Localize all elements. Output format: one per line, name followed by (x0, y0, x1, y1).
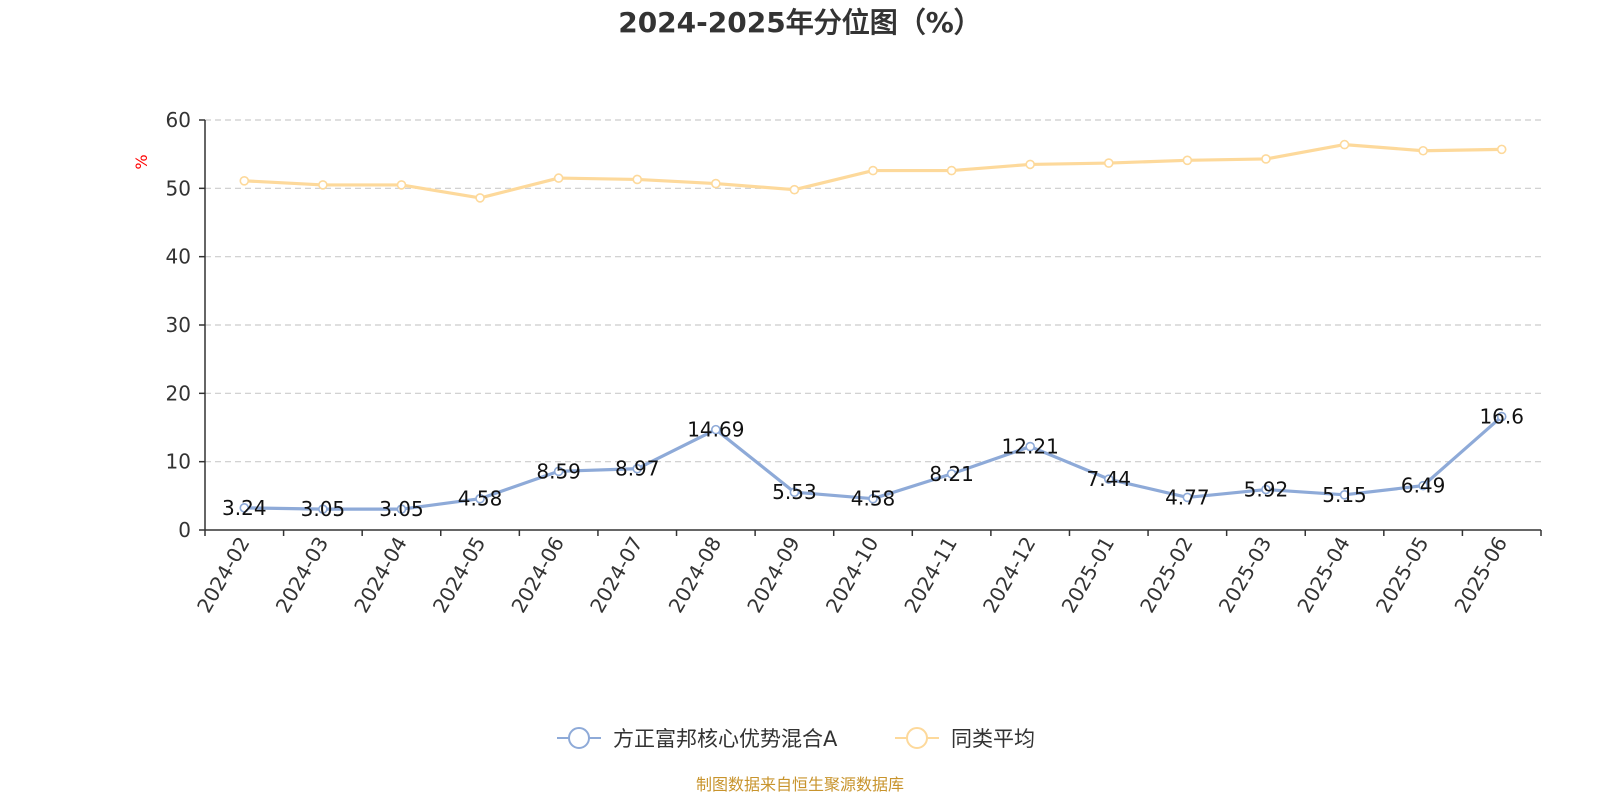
y-tick-label: 40 (166, 245, 191, 269)
legend-item-series-2[interactable]: 同类平均 (895, 727, 1035, 751)
data-label: 16.6 (1479, 405, 1524, 429)
data-label: 8.97 (615, 457, 660, 481)
x-tick-label: 2025-05 (1371, 533, 1434, 617)
legend-item-series-1[interactable]: 方正富邦核心优势混合A (557, 727, 838, 751)
x-tick-label: 2024-06 (506, 533, 569, 617)
y-tick-label: 10 (166, 450, 191, 474)
data-point-series-2 (318, 180, 328, 190)
x-tick-label: 2025-02 (1135, 533, 1198, 617)
legend: 方正富邦核心优势混合A 同类平均 (557, 727, 1035, 751)
data-point-series-2 (1103, 158, 1114, 168)
data-label: 5.53 (772, 480, 817, 504)
data-label: 6.49 (1401, 474, 1446, 498)
series-layer (239, 139, 1507, 514)
data-point-series-2 (946, 165, 957, 176)
data-label: 12.21 (1002, 435, 1059, 459)
data-labels: 3.24 3.05 3.05 4.58 8.59 8.97 14.69 5.53 4.58 8.2… (222, 405, 1524, 522)
data-label: 3.05 (301, 497, 346, 521)
data-point-series-2 (1261, 154, 1271, 164)
y-tick-label: 60 (166, 108, 191, 132)
y-tick-label: 50 (166, 176, 191, 200)
data-point-series-2 (868, 165, 878, 176)
legend-label-series-1: 方正富邦核心优势混合A (613, 727, 838, 751)
y-tick-label: 0 (178, 518, 191, 542)
data-label: 7.44 (1086, 467, 1131, 491)
data-label: 3.05 (379, 497, 424, 521)
x-tick-label: 2025-03 (1214, 533, 1277, 617)
data-point-series-1 (1103, 474, 1114, 484)
data-point-series-1 (789, 487, 800, 498)
chart-title: 2024-2025年分位图（%） (618, 6, 982, 39)
data-point-series-2 (553, 173, 564, 183)
data-point-series-2 (1025, 159, 1035, 170)
x-tick-label: 2024-05 (428, 533, 491, 617)
data-point-series-2 (475, 193, 485, 203)
x-tick-label: 2024-03 (271, 533, 334, 617)
x-tick-label: 2024-04 (349, 533, 412, 617)
data-point-series-1 (711, 424, 721, 435)
y-tick-label: 30 (166, 313, 191, 337)
grid-lines (205, 119, 1541, 463)
data-point-series-1 (318, 504, 328, 514)
x-tick-label: 2025-06 (1449, 533, 1512, 617)
legend-label-series-2: 同类平均 (951, 727, 1035, 751)
data-point-series-1 (1496, 411, 1507, 422)
data-point-series-1 (475, 493, 485, 504)
data-point-series-2 (239, 176, 250, 186)
data-point-series-1 (868, 493, 878, 504)
data-label: 14.69 (687, 418, 744, 442)
x-tick-label: 2024-07 (585, 533, 648, 617)
data-point-series-2 (789, 184, 800, 195)
data-point-series-1 (946, 469, 957, 479)
data-point-series-2 (632, 174, 643, 185)
data-label: 8.59 (536, 459, 581, 483)
data-point-series-1 (1182, 492, 1193, 503)
x-tick-label: 2024-09 (742, 533, 805, 617)
data-source-note: 制图数据来自恒生聚源数据库 (696, 775, 904, 794)
data-point-series-1 (1025, 441, 1035, 452)
x-tick-label: 2024-10 (821, 533, 884, 617)
data-point-series-1 (1339, 490, 1350, 500)
data-label: 4.77 (1165, 485, 1210, 509)
data-label: 5.92 (1244, 478, 1289, 502)
data-point-series-2 (1339, 139, 1350, 150)
y-tick-label: 20 (166, 381, 191, 405)
x-tick-label: 2024-08 (664, 533, 727, 617)
data-point-series-1 (396, 504, 407, 514)
data-point-series-2 (1418, 145, 1428, 156)
data-point-series-1 (632, 463, 643, 474)
data-label: 4.58 (458, 487, 503, 511)
data-point-series-1 (1418, 480, 1428, 491)
data-point-series-1 (239, 503, 250, 513)
data-point-series-2 (1496, 144, 1507, 155)
data-point-series-2 (396, 180, 407, 190)
data-label: 4.58 (851, 487, 896, 511)
data-point-series-2 (1182, 155, 1193, 166)
legend-marker (906, 727, 928, 749)
data-label: 8.21 (929, 462, 974, 486)
y-axis-label: % (132, 154, 151, 169)
x-tick-label: 2025-04 (1292, 533, 1355, 617)
x-tick-label: 2024-02 (192, 533, 255, 617)
data-point-series-1 (553, 466, 564, 477)
data-point-series-1 (1261, 484, 1271, 495)
x-tick-label: 2024-12 (978, 533, 1041, 617)
data-point-series-2 (711, 178, 721, 189)
legend-marker (568, 727, 590, 749)
data-label: 5.15 (1322, 483, 1367, 507)
x-tick-label: 2025-01 (1057, 533, 1120, 617)
data-label: 3.24 (222, 496, 267, 520)
x-tick-label: 2024-11 (899, 533, 962, 617)
